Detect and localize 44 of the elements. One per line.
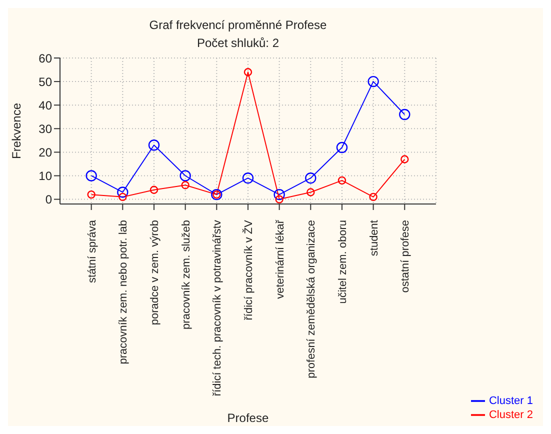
y-tick-label: 0 bbox=[45, 192, 52, 207]
y-tick-label: 50 bbox=[38, 74, 52, 89]
chart-subtitle: Počet shluků: 2 bbox=[196, 36, 280, 50]
point bbox=[368, 76, 379, 88]
point bbox=[306, 188, 315, 196]
point bbox=[305, 172, 316, 184]
x-tick-label: státní správa bbox=[86, 219, 98, 283]
point bbox=[242, 172, 254, 184]
point bbox=[275, 195, 284, 204]
point bbox=[150, 186, 158, 194]
point bbox=[148, 140, 160, 151]
y-tick-label: 30 bbox=[38, 122, 52, 136]
point bbox=[118, 192, 127, 202]
point bbox=[86, 170, 97, 182]
y-tick-label: 40 bbox=[38, 98, 52, 112]
point bbox=[338, 176, 346, 185]
legend-label: Cluster 1 bbox=[488, 394, 533, 407]
x-tick-label: řídicí pracovník v ŽV bbox=[242, 219, 255, 320]
point bbox=[336, 142, 348, 154]
x-tick-label: poradce v zem. výrob bbox=[148, 220, 161, 326]
x-tick-label: řídicí tech. pracovník v potravinářstv bbox=[212, 220, 224, 396]
x-tick-label: učitel zem. oboru bbox=[336, 220, 349, 304]
y-tick-label: 20 bbox=[38, 145, 52, 160]
x-tick-label: pracovník zem. nebo potr. lab bbox=[118, 220, 130, 364]
y-tick-label: 10 bbox=[38, 169, 52, 183]
point bbox=[180, 170, 191, 182]
x-tick-label: ostatní profese bbox=[400, 220, 412, 293]
point bbox=[87, 190, 96, 199]
point bbox=[181, 181, 190, 190]
x-axis-title: Profese bbox=[227, 411, 269, 425]
x-tick-label: pracovník zem. služeb bbox=[180, 220, 192, 330]
y-tick-label: 60 bbox=[38, 51, 52, 66]
point bbox=[369, 192, 378, 202]
x-tick-label: student bbox=[368, 220, 380, 256]
x-tick-label: profesní zemědělská organizace bbox=[306, 220, 318, 378]
y-axis-title: Frekvence bbox=[9, 102, 24, 159]
legend-label: Cluster 2 bbox=[488, 408, 533, 421]
x-tick-label: veterinární lékař bbox=[274, 220, 286, 299]
point bbox=[274, 188, 285, 200]
point bbox=[244, 68, 252, 76]
chart-title: Graf frekvencí proměnné Profese bbox=[148, 18, 328, 32]
point bbox=[117, 186, 128, 198]
point bbox=[399, 108, 410, 120]
point bbox=[400, 155, 409, 164]
